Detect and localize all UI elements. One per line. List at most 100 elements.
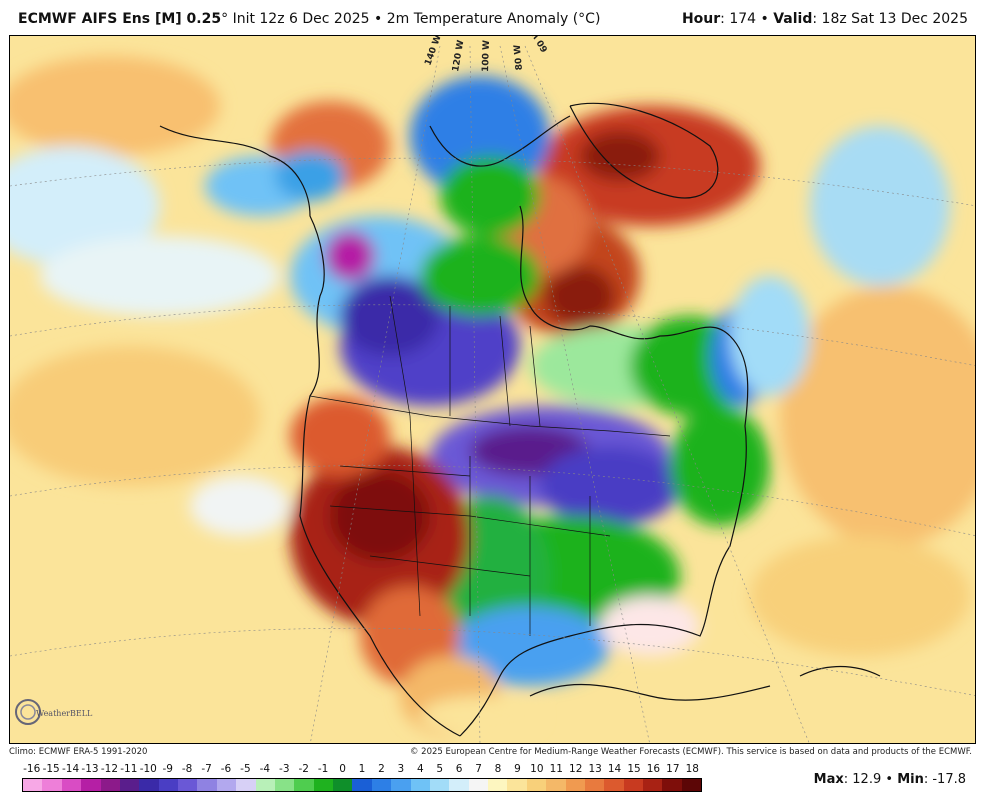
map-header: ECMWF AIFS Ens [M] 0.25° Init 12z 6 Dec … [0,0,984,34]
colorbar-swatches [22,778,702,792]
field-name: 2m Temperature Anomaly (°C) [386,11,601,27]
colorbar-tick-label: 5 [436,763,444,775]
colorbar-tick-label: 1 [358,763,366,775]
colorbar-swatch [429,779,450,791]
colorbar: -16 -15 -14 -13 -12 -11 -10 -9 -8 -7 -6 -5 -4 -3 -2 -1 0… [22,763,702,793]
colorbar-tick-label: 0 [339,763,346,775]
colorbar-swatch [216,779,237,791]
copyright-note: © 2025 European Centre for Medium-Range … [409,747,972,757]
colorbar-tick-label: 11 [549,763,563,775]
colorbar-swatch [81,779,101,791]
colorbar-swatch [236,779,256,791]
colorbar-swatch [604,779,624,791]
colorbar-tick-label: 3 [397,763,405,775]
model-name: ECMWF AIFS Ens [M] 0.25 [18,11,222,27]
anomaly-shading [10,56,975,736]
colorbar-tick-label: 6 [455,763,463,775]
colorbar-tick-label: -8 [181,763,193,775]
lon-label-80w: 80 W [513,44,525,70]
colorbar-tick-label: -12 [100,763,118,775]
colorbar-tick-label: -1 [317,763,329,775]
logo-text: WeatherBELL [36,709,93,718]
valid-value: : 18z Sat 13 Dec 2025 [812,11,968,27]
colorbar-swatch [681,779,702,791]
colorbar-swatch [468,779,488,791]
weatherbell-logo: WeatherBELL [14,692,100,732]
colorbar-tick-label: -10 [139,763,157,775]
min-value: : -17.8 [923,772,966,787]
colorbar-swatch [100,779,120,791]
colorbar-tick-label: -9 [162,763,173,775]
colorbar-tick-label: -11 [120,763,138,775]
map-title: ECMWF AIFS Ens [M] 0.25° Init 12z 6 Dec … [18,11,600,27]
colorbar-swatch [42,779,62,791]
init-time: Init 12z 6 Dec 2025 [232,11,370,27]
footer-line: Climo: ECMWF ERA-5 1991-2020 © 2025 Euro… [9,745,976,759]
valid-separator: • [760,11,769,27]
max-value: : 12.9 [843,772,882,787]
colorbar-swatch [294,779,314,791]
colorbar-swatch [333,779,353,791]
colorbar-swatch [61,779,82,791]
colorbar-tick-label: 8 [494,763,502,775]
colorbar-tick-label: 2 [378,763,385,775]
title-separator: • [374,11,383,27]
colorbar-swatch [410,779,430,791]
colorbar-swatch [255,779,275,791]
colorbar-swatch [274,779,295,791]
colorbar-tick-label: 10 [530,763,544,775]
colorbar-tick-label: 13 [588,763,602,775]
colorbar-labels: -16 -15 -14 -13 -12 -11 -10 -9 -8 -7 -6 -5 -4 -3 -2 -1 0… [22,763,702,777]
hour-label: Hour [681,11,721,27]
degree-symbol: ° [221,11,229,27]
colorbar-tick-label: 14 [607,763,622,775]
colorbar-tick-label: -14 [61,763,80,775]
stats-separator: • [885,772,894,787]
colorbar-tick-label: 17 [666,763,680,775]
lon-label-100w: 100 W [481,40,492,72]
colorbar-tick-label: 16 [646,763,661,775]
colorbar-swatch [507,779,527,791]
colorbar-swatch [526,779,547,791]
colorbar-tick-label: -7 [201,763,212,775]
graticule [10,45,975,743]
colorbar-tick-label: 9 [514,763,521,775]
colorbar-tick-label: -16 [23,763,41,775]
colorbar-tick-label: 7 [475,763,482,775]
colorbar-swatch [352,779,372,791]
colorbar-swatch [662,779,682,791]
coastlines [159,102,881,737]
colorbar-swatch [643,779,663,791]
colorbar-swatch [449,779,469,791]
colorbar-swatch [488,779,508,791]
colorbar-swatch [313,779,333,791]
hour-value: : 174 [720,11,757,27]
colorbar-swatch [178,779,198,791]
colorbar-tick-label: 18 [685,763,699,775]
colorbar-tick-label: 15 [627,763,641,775]
colorbar-tick-label: -6 [220,763,232,775]
colorbar-swatch [158,779,178,791]
colorbar-swatch [584,779,605,791]
climo-note: Climo: ECMWF ERA-5 1991-2020 [9,747,148,757]
colorbar-tick-label: -5 [240,763,251,775]
colorbar-swatch [371,779,392,791]
max-min-stats: Max: 12.9 • Min: -17.8 [814,772,966,787]
colorbar-swatch [119,779,140,791]
max-label: Max [813,772,844,787]
min-label: Min [897,772,924,787]
colorbar-tick-label: -4 [259,763,271,775]
map-frame[interactable]: 140 W 120 W 100 W 80 W 60 W [9,35,976,744]
colorbar-tick-label: -15 [42,763,60,775]
logo-icon: WeatherBELL [15,699,93,725]
colorbar-swatch [565,779,585,791]
valid-label: Valid [773,11,813,27]
colorbar-swatch [546,779,566,791]
colorbar-tick-label: -13 [81,763,99,775]
colorbar-tick-label: -3 [279,763,290,775]
valid-time-block: Hour: 174 • Valid: 18z Sat 13 Dec 2025 [682,11,968,27]
colorbar-swatch [391,779,411,791]
anomaly-map[interactable]: 140 W 120 W 100 W 80 W 60 W [10,36,976,744]
colorbar-swatch [23,779,43,791]
colorbar-swatch [139,779,159,791]
